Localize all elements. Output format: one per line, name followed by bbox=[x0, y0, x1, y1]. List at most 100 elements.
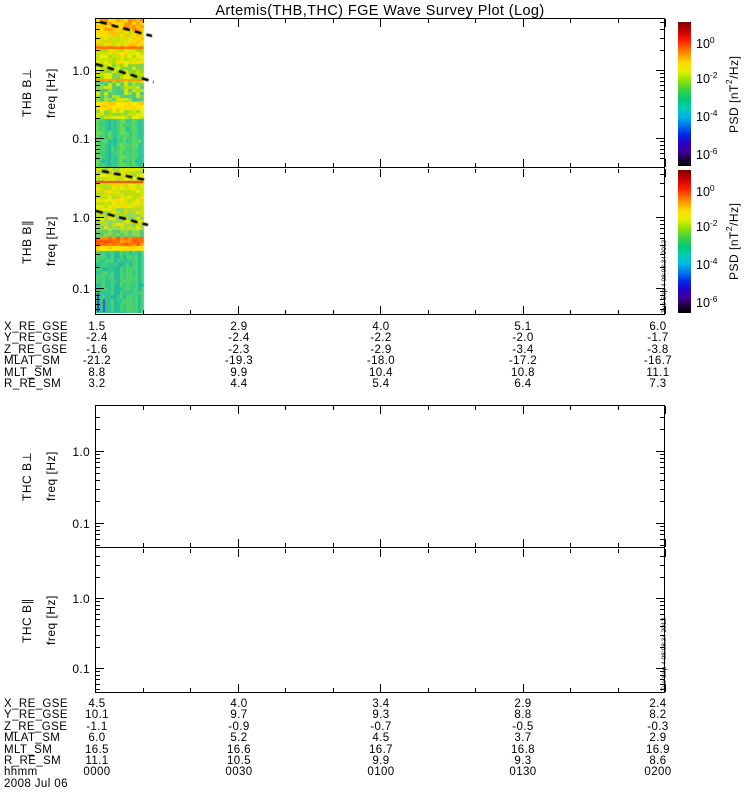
y-axis-tick bbox=[660, 22, 664, 23]
eph-row-label: hhmm bbox=[4, 766, 38, 779]
x-axis-tick bbox=[285, 169, 286, 173]
y-axis-tick bbox=[96, 70, 104, 71]
y-axis-tick bbox=[96, 228, 100, 229]
x-axis-tick bbox=[428, 549, 429, 553]
y-axis-tick bbox=[96, 291, 100, 292]
y-axis-tick bbox=[96, 73, 100, 74]
eph-value: -18.0 bbox=[366, 355, 396, 368]
timestamp-label-2: Tue Sep 4 08:08:34 2012 bbox=[661, 617, 668, 691]
y-axis-tick bbox=[660, 50, 664, 51]
y-axis-tick bbox=[96, 238, 100, 239]
x-axis-tick bbox=[380, 19, 381, 27]
psd-tick-exponent: -6 bbox=[709, 293, 718, 304]
eph-value: 0000 bbox=[83, 766, 111, 779]
y-axis-tick bbox=[96, 295, 100, 296]
y-axis-tick bbox=[660, 238, 664, 239]
y-axis-tick bbox=[660, 605, 664, 606]
y-axis-tick bbox=[660, 183, 664, 184]
eph-value: 8.6 bbox=[649, 755, 667, 767]
y-axis-tick bbox=[660, 299, 664, 300]
y-axis-tick bbox=[96, 489, 100, 490]
x-axis-tick bbox=[570, 688, 571, 692]
y-axis-tick bbox=[660, 619, 664, 620]
eph-value: 5.2 bbox=[230, 732, 248, 745]
x-axis-tick bbox=[380, 406, 381, 414]
y-axis-tick bbox=[660, 539, 664, 540]
eph-row-label: Z_RE_GSE bbox=[4, 720, 68, 733]
eph-value: -19.3 bbox=[224, 355, 254, 368]
y-axis-tick bbox=[660, 228, 664, 229]
ytick-1hz: 1.0 bbox=[72, 64, 90, 78]
x-axis-tick bbox=[428, 169, 429, 173]
y-axis-tick bbox=[660, 141, 664, 142]
x-axis-tick bbox=[190, 163, 191, 167]
y-axis-tick bbox=[96, 254, 100, 255]
ylabel-thc-bpar: THC B∥ bbox=[20, 598, 34, 643]
x-axis-tick bbox=[333, 19, 334, 23]
y-axis-tick bbox=[656, 668, 664, 669]
y-axis-tick bbox=[96, 668, 104, 669]
panel-thb-bperp bbox=[95, 18, 665, 168]
x-axis-tick bbox=[665, 159, 666, 167]
y-axis-tick bbox=[96, 609, 100, 610]
x-axis-tick bbox=[238, 306, 239, 314]
y-axis-tick bbox=[96, 417, 100, 418]
eph-value: 10.4 bbox=[369, 366, 393, 379]
y-axis-tick bbox=[660, 267, 664, 268]
y-axis-tick bbox=[96, 545, 100, 546]
x-axis-tick bbox=[190, 549, 191, 553]
y-axis-tick bbox=[660, 489, 664, 490]
x-axis-tick bbox=[333, 406, 334, 410]
x-axis-tick bbox=[665, 406, 666, 414]
eph-value: 16.5 bbox=[85, 743, 109, 756]
ytick-01hz: 0.1 bbox=[72, 517, 90, 531]
x-axis-tick bbox=[95, 549, 96, 557]
y-axis-tick bbox=[96, 539, 100, 540]
psd-unit-label-1: PSD [nT2/Hz] bbox=[724, 22, 741, 166]
y-axis-tick bbox=[96, 689, 100, 690]
x-axis-tick bbox=[380, 159, 381, 167]
x-axis-tick bbox=[95, 539, 96, 547]
y-axis-tick bbox=[96, 288, 104, 289]
y-axis-tick bbox=[96, 38, 100, 39]
y-axis-tick bbox=[96, 684, 100, 685]
y-axis-tick bbox=[96, 451, 104, 452]
psd-unit-label-2: PSD [nT2/Hz] bbox=[724, 170, 741, 313]
x-axis-tick bbox=[333, 169, 334, 173]
eph-value: 0100 bbox=[367, 766, 395, 779]
x-axis-tick bbox=[475, 19, 476, 23]
ylabel-thb-bpar: THB B∥ bbox=[20, 219, 34, 264]
y-axis-tick bbox=[660, 158, 664, 159]
y-axis-tick bbox=[660, 545, 664, 546]
y-axis-tick bbox=[660, 245, 664, 246]
x-axis-tick bbox=[333, 549, 334, 553]
y-axis-tick bbox=[660, 577, 664, 578]
eph-value: -1.6 bbox=[86, 343, 108, 356]
eph-value: -16.7 bbox=[643, 355, 673, 368]
eph-value: -3.4 bbox=[512, 343, 534, 356]
psd-tick-base: 10 bbox=[696, 72, 710, 87]
ylabel-thb-bperp: THB B⊥ bbox=[20, 68, 34, 118]
x-axis-tick bbox=[428, 406, 429, 410]
eph-row-label: Y_RE_GSE bbox=[4, 709, 68, 722]
x-axis-tick bbox=[285, 549, 286, 553]
y-axis-tick bbox=[660, 174, 664, 175]
eph-value: 8.8 bbox=[88, 366, 106, 379]
x-axis-tick bbox=[475, 169, 476, 173]
x-axis-tick bbox=[665, 306, 666, 314]
x-axis-tick bbox=[285, 310, 286, 314]
x-axis-tick bbox=[380, 539, 381, 547]
eph-value: 9.3 bbox=[372, 709, 390, 722]
x-axis-tick bbox=[570, 310, 571, 314]
panel-thc-bpar bbox=[95, 548, 665, 693]
eph-value: -0.7 bbox=[370, 720, 392, 733]
y-axis-tick bbox=[660, 671, 664, 672]
x-axis-tick bbox=[285, 406, 286, 410]
ytick-01hz: 0.1 bbox=[72, 132, 90, 146]
psd-colorbar-tick-label: 10-4 bbox=[696, 108, 717, 124]
eph-value: 16.9 bbox=[646, 743, 670, 756]
eph-value: -2.4 bbox=[228, 332, 250, 345]
x-axis-tick bbox=[95, 684, 96, 692]
x-axis-tick bbox=[570, 543, 571, 547]
